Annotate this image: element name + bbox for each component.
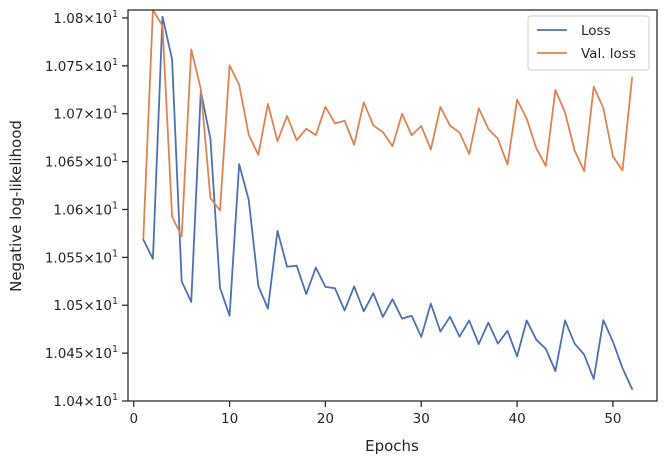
x-tick-label: 20 — [317, 411, 334, 427]
y-tick-label: 1.055×101 — [45, 248, 118, 266]
x-tick-label: 10 — [221, 411, 238, 427]
legend-label-loss: Loss — [581, 23, 611, 39]
y-tick-label: 1.08×101 — [53, 9, 118, 27]
y-tick-label: 1.06×101 — [53, 200, 118, 218]
x-tick-label: 50 — [604, 411, 621, 427]
y-tick-label: 1.065×101 — [45, 153, 118, 171]
series-layer — [142, 9, 633, 390]
y-axis-label: Negative log-likelihood — [7, 120, 25, 292]
legend-label-val-loss: Val. loss — [581, 46, 636, 62]
x-tick-label: 40 — [508, 411, 525, 427]
legend: Loss Val. loss — [527, 15, 650, 71]
series-line-val-loss — [142, 9, 633, 240]
x-tick-label: 0 — [129, 411, 138, 427]
y-tick-label: 1.05×101 — [53, 296, 118, 314]
x-axis: 0 10 20 30 40 50 — [129, 401, 622, 427]
x-axis-label: Epochs — [365, 437, 419, 455]
y-tick-label: 1.07×101 — [53, 105, 118, 123]
y-axis: 1.04×101 1.045×101 1.05×101 1.055×101 1.06×1… — [45, 9, 128, 410]
y-tick-label: 1.075×101 — [45, 57, 118, 75]
y-tick-label: 1.04×101 — [53, 392, 118, 410]
y-tick-label: 1.045×101 — [45, 344, 118, 362]
x-tick-label: 30 — [413, 411, 430, 427]
plot-frame — [127, 9, 658, 402]
series-line-loss — [142, 15, 633, 390]
